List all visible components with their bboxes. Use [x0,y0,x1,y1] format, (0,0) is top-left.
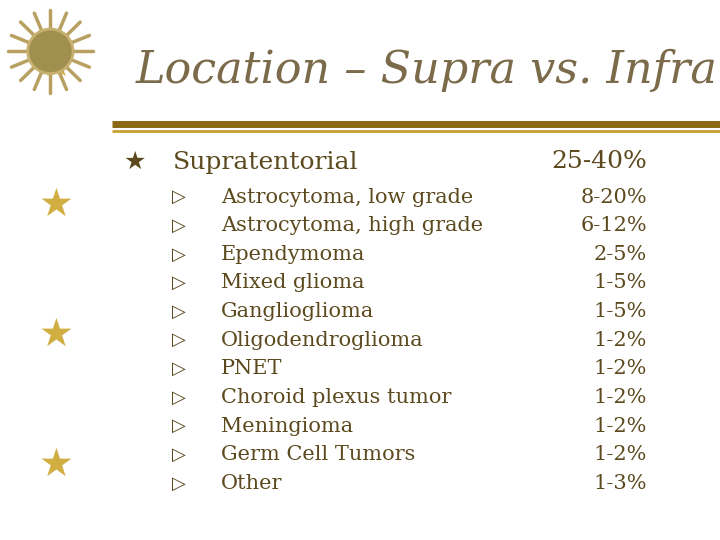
Text: 6-12%: 6-12% [580,216,647,235]
Text: 1-2%: 1-2% [593,330,647,350]
Text: 25-40%: 25-40% [552,151,647,173]
Text: Location – Supra vs. Infra: Location – Supra vs. Infra [136,49,718,92]
Text: ★: ★ [124,150,146,174]
Circle shape [27,28,74,74]
Text: 1-2%: 1-2% [593,359,647,379]
Text: ★: ★ [38,46,73,84]
Text: 8-20%: 8-20% [580,187,647,207]
Text: ▷: ▷ [173,302,186,321]
Text: Other: Other [221,474,283,493]
Text: ▷: ▷ [173,188,186,206]
Text: 1-3%: 1-3% [593,474,647,493]
Text: Meningioma: Meningioma [221,416,354,436]
Text: Ganglioglioma: Ganglioglioma [221,302,374,321]
Text: Ependymoma: Ependymoma [221,245,366,264]
Text: Mixed glioma: Mixed glioma [221,273,364,293]
Text: PNET: PNET [221,359,283,379]
Text: Astrocytoma, low grade: Astrocytoma, low grade [221,187,473,207]
Text: ▷: ▷ [173,274,186,292]
Text: ▷: ▷ [173,245,186,264]
Text: Supratentorial: Supratentorial [173,151,358,173]
Text: Oligodendroglioma: Oligodendroglioma [221,330,424,350]
Text: ★: ★ [38,186,73,224]
Text: 1-5%: 1-5% [593,302,647,321]
Text: ▷: ▷ [173,331,186,349]
Text: ★: ★ [38,446,73,483]
Text: 1-2%: 1-2% [593,388,647,407]
Text: ▷: ▷ [173,217,186,235]
Text: Astrocytoma, high grade: Astrocytoma, high grade [221,216,483,235]
Text: 1-2%: 1-2% [593,445,647,464]
Text: ▷: ▷ [173,417,186,435]
Text: Germ Cell Tumors: Germ Cell Tumors [221,445,415,464]
Text: ▷: ▷ [173,446,186,464]
Text: Choroid plexus tumor: Choroid plexus tumor [221,388,451,407]
Text: ▷: ▷ [173,388,186,407]
Text: ▷: ▷ [173,474,186,492]
Text: 2-5%: 2-5% [594,245,647,264]
Text: 1-5%: 1-5% [593,273,647,293]
Text: 1-2%: 1-2% [593,416,647,436]
Circle shape [30,31,71,71]
Text: ▷: ▷ [173,360,186,378]
Text: ★: ★ [38,316,73,354]
